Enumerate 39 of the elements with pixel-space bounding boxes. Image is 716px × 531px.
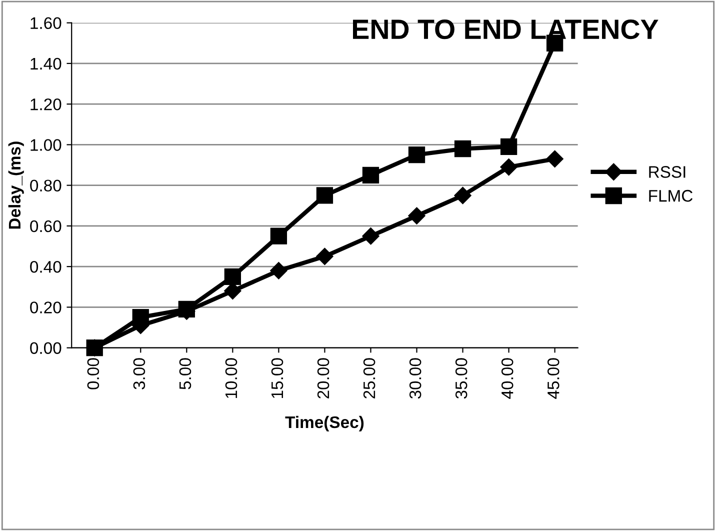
chart-title: END TO END LATENCY <box>353 19 658 40</box>
x-tick-label: 3.00 <box>133 358 146 390</box>
y-tick-label: 0.20 <box>30 302 62 314</box>
point <box>408 207 426 224</box>
point <box>454 140 472 158</box>
x-tick-label: 30.00 <box>409 358 422 399</box>
x-tick-label: 40.00 <box>501 358 514 399</box>
x-axis-title: Time(Sec) <box>285 416 364 432</box>
x-tick-label: 10.00 <box>225 358 238 398</box>
y-tick-label: 1.40 <box>30 58 62 70</box>
x-tick-label: 15.00 <box>271 358 284 398</box>
point <box>224 268 241 286</box>
y-tick-label: 0.60 <box>30 220 62 232</box>
legend-label: RSSI <box>649 166 686 178</box>
point <box>454 186 472 204</box>
point <box>408 146 426 164</box>
point <box>316 248 334 265</box>
x-tick-label: 0.00 <box>87 358 100 390</box>
y-tick-label: 1.20 <box>30 98 62 110</box>
point <box>500 158 518 176</box>
y-tick-label: 1.60 <box>30 17 62 30</box>
point <box>270 262 288 280</box>
x-tick-label: 45.00 <box>547 358 560 399</box>
y-tick-label: 0.00 <box>30 342 62 354</box>
x-tick-label: 5.00 <box>179 358 192 390</box>
x-tick-label: 25.00 <box>363 358 376 398</box>
x-tick-label: 20.00 <box>317 358 330 398</box>
point <box>362 228 380 245</box>
x-tick-label: 35.00 <box>455 358 468 399</box>
y-axis-title: Delay_(ms) <box>8 142 24 229</box>
point <box>270 228 288 244</box>
legend-label: FLMC <box>649 190 693 202</box>
point <box>362 166 380 184</box>
point <box>546 150 564 168</box>
point <box>316 187 334 204</box>
y-tick-label: 0.80 <box>30 180 62 192</box>
y-tick-label: 0.40 <box>30 260 62 273</box>
point <box>500 138 518 156</box>
y-tick-label: 1.00 <box>30 139 62 151</box>
